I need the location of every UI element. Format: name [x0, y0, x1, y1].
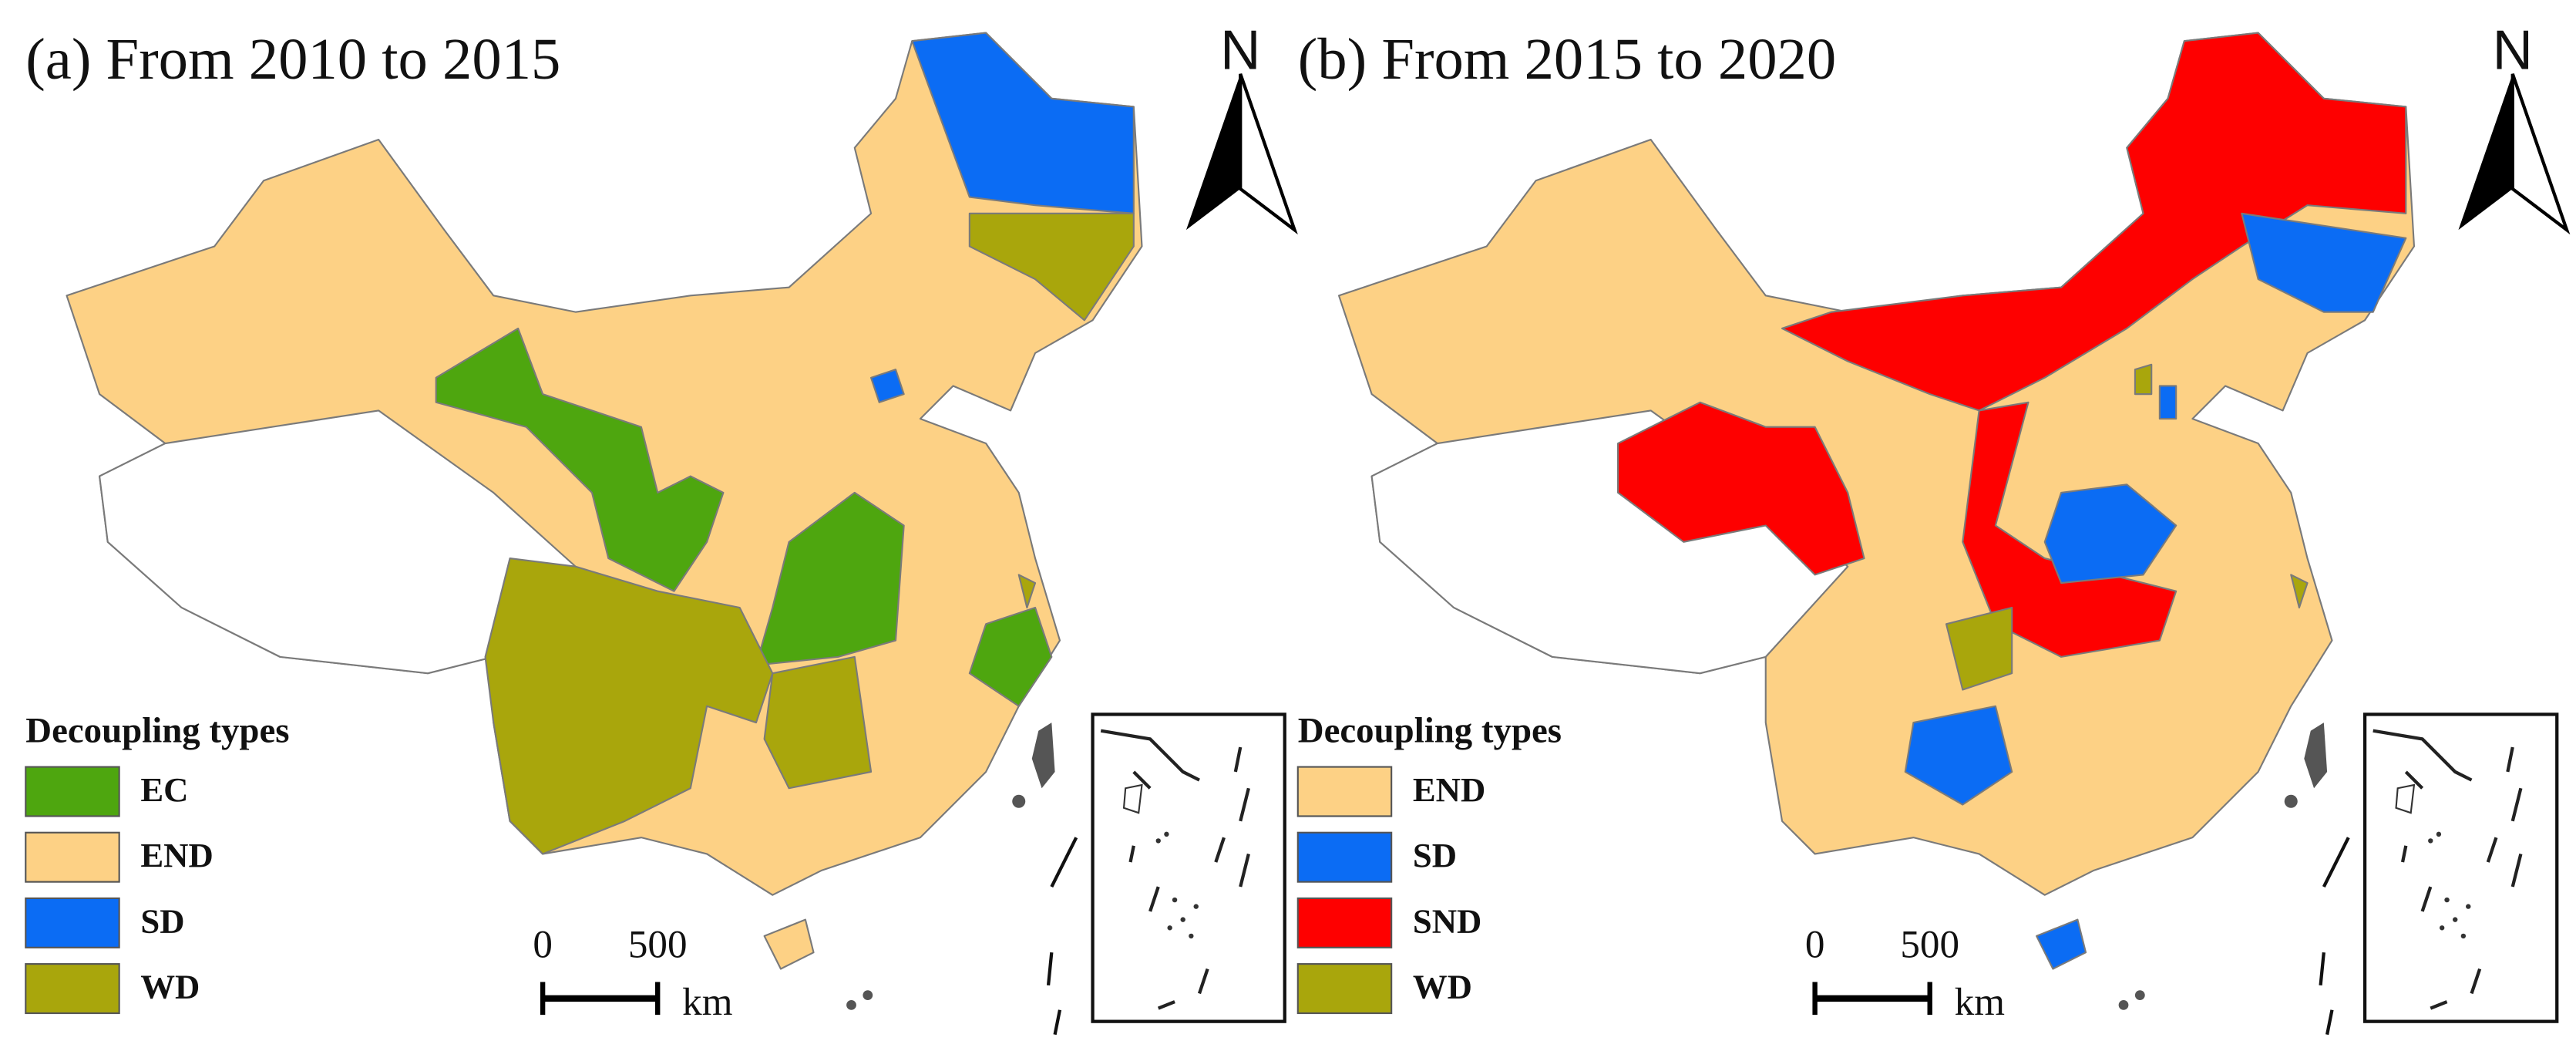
legend-label: END	[1413, 770, 1485, 809]
legend-swatch	[25, 766, 120, 817]
region	[755, 491, 905, 666]
scale-tick-label: 500	[1900, 923, 1959, 967]
legend-label: SD	[140, 901, 184, 940]
region	[763, 655, 873, 790]
legend-label: SD	[1413, 836, 1457, 874]
legend-swatch	[1296, 897, 1393, 948]
legend-label: END	[140, 836, 213, 874]
region	[1962, 401, 2177, 658]
scale-tick-label: 0	[1805, 923, 1825, 967]
region	[763, 918, 815, 970]
region	[2241, 212, 2407, 313]
region	[2036, 918, 2087, 970]
legend-label: WD	[140, 967, 200, 1006]
region	[2134, 363, 2153, 396]
legend-title: Decoupling types	[25, 711, 289, 751]
legend-swatch	[1296, 963, 1393, 1015]
region	[2290, 574, 2309, 609]
region	[911, 32, 1135, 214]
scale-unit: km	[1955, 980, 2005, 1024]
legend-swatch	[1296, 831, 1393, 883]
panel: (b) From 2015 to 2020 N Decoupling types…	[1296, 19, 2567, 1034]
region	[968, 212, 1135, 322]
region	[869, 369, 905, 403]
legend-label: WD	[1413, 967, 1472, 1006]
panel-title: (a) From 2010 to 2015	[25, 26, 560, 92]
legend-label: SND	[1413, 901, 1481, 940]
legend-label: EC	[140, 770, 188, 809]
north-label: N	[1220, 19, 1260, 81]
scale-tick-label: 0	[533, 923, 553, 967]
region	[484, 558, 774, 855]
legend-swatch	[25, 897, 120, 948]
scale-tick-label: 500	[628, 923, 688, 967]
legend-swatch	[25, 963, 120, 1015]
region	[2043, 483, 2177, 584]
region	[2158, 385, 2177, 420]
region	[1017, 574, 1037, 609]
region	[1945, 606, 2013, 691]
north-label: N	[2493, 19, 2533, 81]
legend-swatch	[1296, 766, 1393, 817]
panel: (a) From 2010 to 2015 N Decoupling types…	[25, 19, 1294, 1034]
region	[1617, 401, 1865, 576]
scale-unit: km	[682, 980, 732, 1024]
region	[1904, 705, 2013, 806]
region	[435, 327, 725, 592]
legend-title: Decoupling types	[1298, 711, 1562, 751]
legend-swatch	[25, 831, 120, 883]
panel-title: (b) From 2015 to 2020	[1298, 26, 1836, 92]
region	[968, 606, 1053, 707]
